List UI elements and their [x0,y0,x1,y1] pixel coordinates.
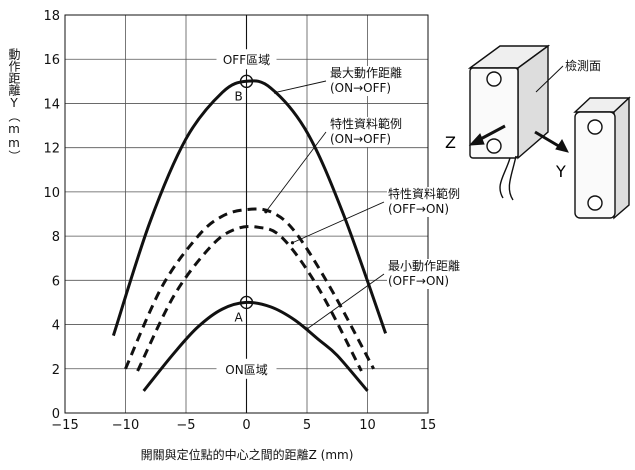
callout-bg [329,117,415,132]
x-tick-label: 10 [359,418,376,433]
callout-2: 特性資料範例(ON→OFF) [264,116,415,214]
callout-bg [387,259,473,274]
y-tick-label: 8 [52,230,60,245]
callout-leader [306,273,385,330]
callout-3: 特性資料範例(OFF→ON) [290,186,473,245]
y-tick-label: 2 [52,363,60,378]
callout-text: (ON→OFF) [330,132,391,146]
series-line-3 [136,224,363,372]
region-label-2: ON區域 [225,363,267,377]
callout-text: (OFF→ON) [388,274,449,288]
callout-bg [387,274,473,289]
y-tick-label: 4 [52,319,60,334]
callout-dot [305,327,309,331]
callout-bg [387,187,473,202]
callout-leader [292,201,385,244]
y-tick-label: 18 [43,9,60,24]
y-tick-label: 6 [52,274,60,289]
y-tick-label: 12 [43,142,60,157]
target-object [573,96,631,220]
callout-text: 最小動作距離 [388,259,460,273]
x-axis-label: 開關與定位點的中心之間的距離Z (mm) [140,448,354,462]
annotations: OFF區域ON區域BA最大動作距離(ON→OFF)特性資料範例(ON→OFF)特… [216,49,473,379]
point-A-label: A [235,310,244,324]
y-tick-label: 10 [43,186,60,201]
callout-dot [264,210,268,214]
x-tick-label: 15 [420,418,437,433]
point-B-label: B [235,89,243,103]
callout-bg [329,81,415,96]
callout-dot [273,90,278,94]
x-tick-label: 5 [303,418,311,433]
callout-bg [387,202,473,217]
callout-bg [329,66,415,81]
callout-1: 最大動作距離(ON→OFF) [273,66,415,96]
callout-dot [290,241,295,245]
callout-text: (OFF→ON) [388,202,449,216]
callout-4: 最小動作距離(OFF→ON) [305,259,473,331]
callout-text: (ON→OFF) [330,81,391,95]
series-line-4 [142,300,369,392]
x-tick-label: −15 [51,418,78,433]
region-label-bg [216,358,277,379]
callout-text: 特性資料範例 [330,116,402,131]
axis-y-label: Y [555,162,566,181]
x-tick-label: −10 [112,418,139,433]
axis-z-label: Z [445,133,456,152]
x-tick-label: −5 [176,418,195,433]
sensor-face-label: 檢測面 [565,58,601,73]
callout-text: 最大動作距離 [330,66,402,80]
x-tick-label: 0 [242,418,250,433]
callout-leader [275,80,327,93]
y-tick-label: 0 [52,407,60,422]
y-tick-label: 14 [43,97,60,112]
sensor-body [467,44,551,201]
face-leader [535,65,564,93]
callout-leader [265,131,327,213]
y-tick-label: 16 [43,53,60,68]
y-axis-label: 動作距離Y（mm） [7,48,21,162]
region-label-1: OFF區域 [223,53,270,67]
axis-arrows [468,124,569,153]
callout-bg [329,132,415,147]
sensor-diagram [467,44,631,220]
series-line-2 [124,207,375,370]
region-label-bg [216,49,277,70]
callout-text: 特性資料範例 [388,186,460,201]
